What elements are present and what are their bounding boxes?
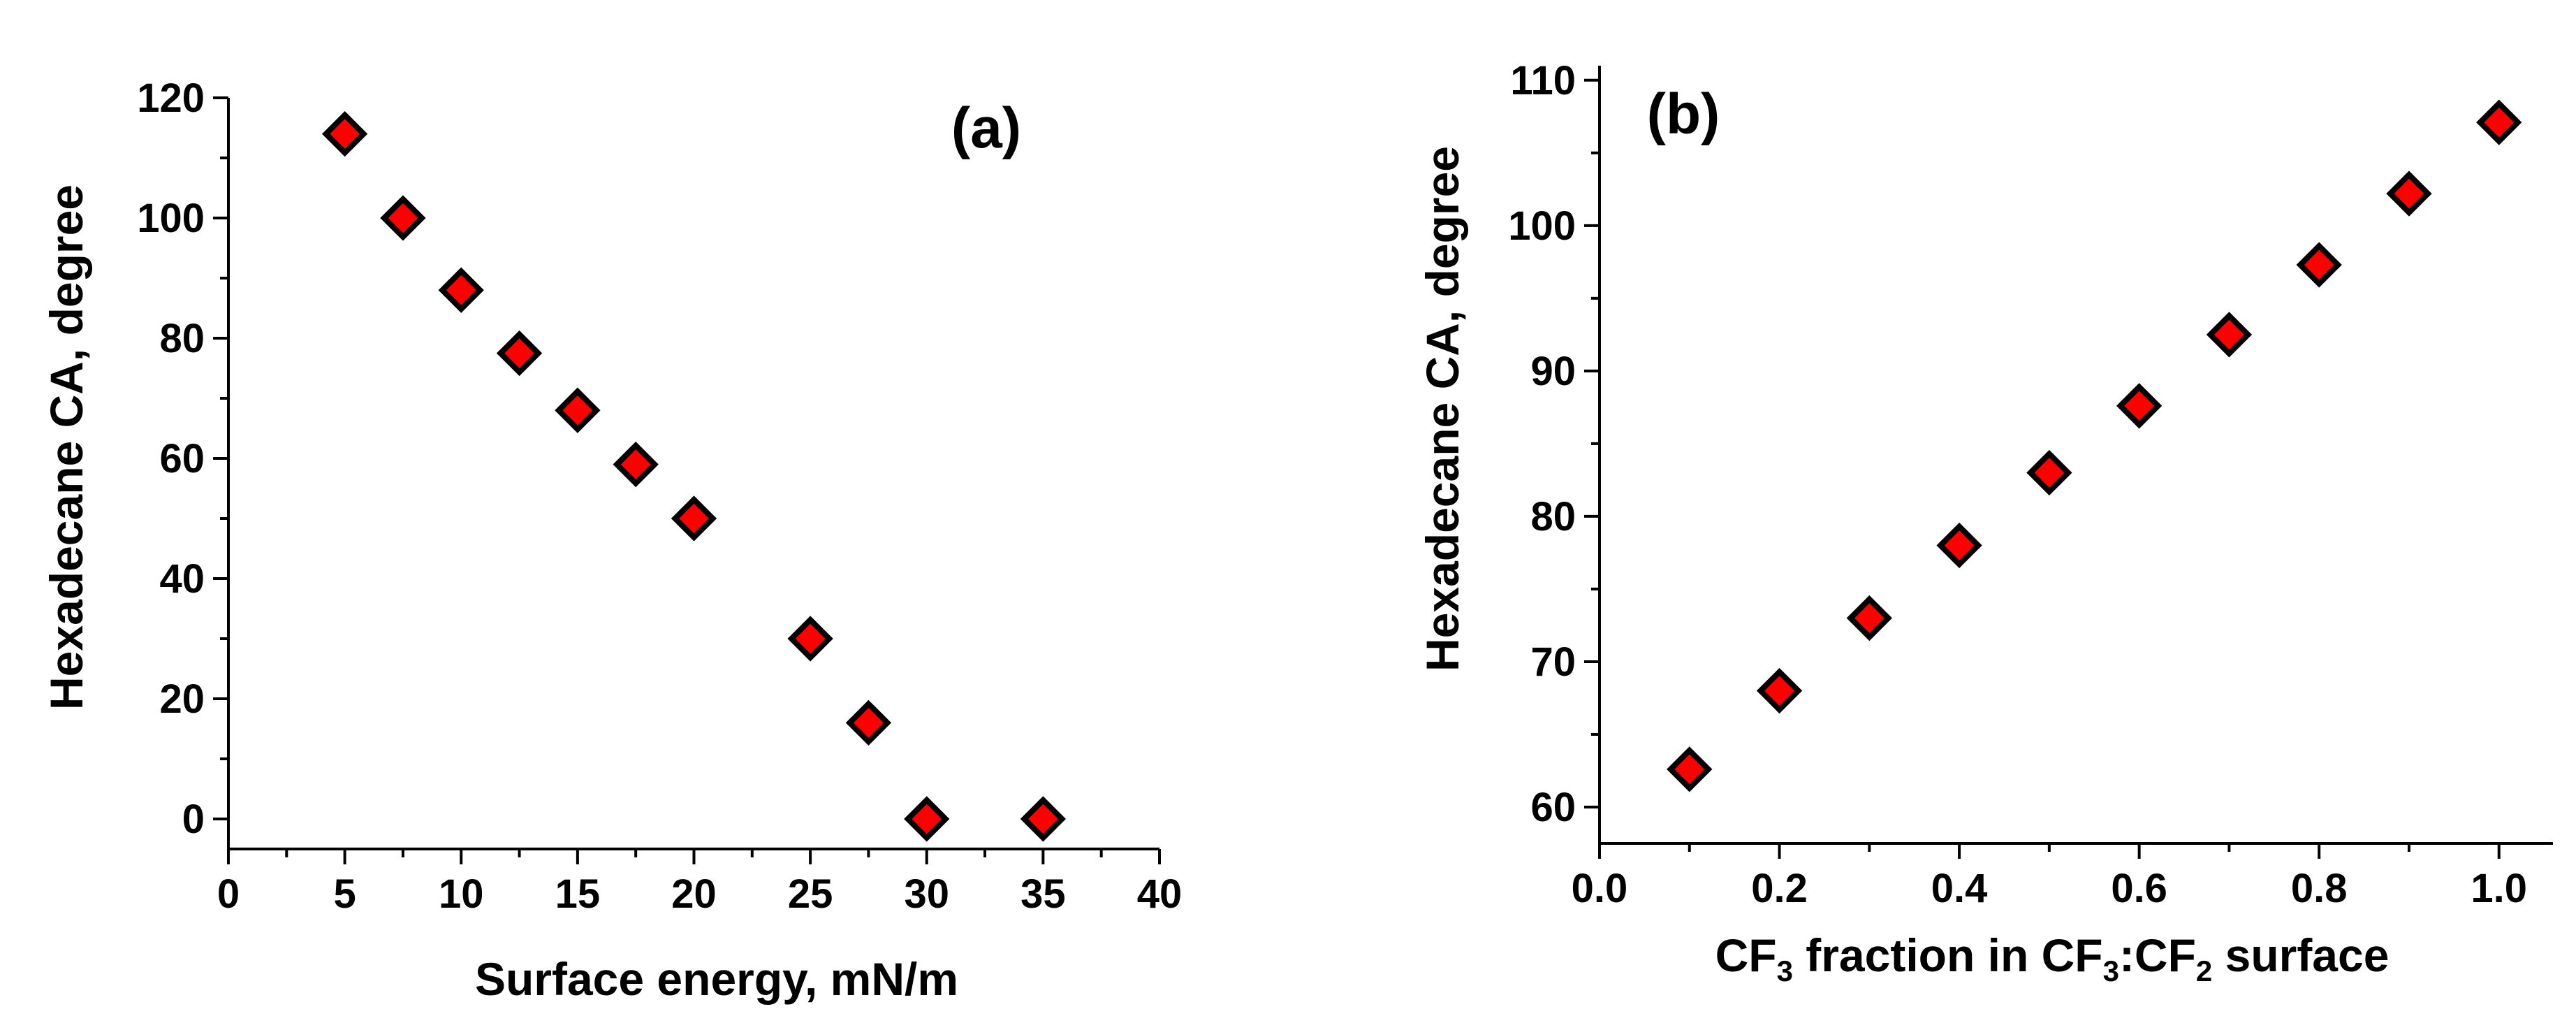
panel-b-x-tick-label: 0.8 <box>2291 866 2348 911</box>
panel-b-x-axis-title: CF3 fraction in CF3:CF2 surface <box>1715 929 2390 987</box>
panel-a: 0 5 10 15 20 25 30 35 40 0 20 40 60 80 100 120 (a) Surf… <box>41 75 1182 1005</box>
panel-b-y-tick-label: 110 <box>1510 58 1576 103</box>
panel-b-data-point <box>1936 522 1982 569</box>
panel-a-points <box>321 110 1067 842</box>
panel-a-data-point <box>380 195 426 241</box>
panel-a-axes <box>227 98 1159 850</box>
panel-a-x-axis-title: Surface energy, mN/m <box>475 953 958 1005</box>
panel-b-data-point <box>1667 746 1713 792</box>
panel-b-data-point <box>2026 449 2072 496</box>
panel-b-y-tick-label: 90 <box>1530 349 1576 394</box>
panel-a-data-point <box>671 495 717 542</box>
panel-b-data-point <box>2116 383 2162 429</box>
panel-a-x-tick-label: 25 <box>788 871 833 917</box>
panel-b-x-tick-label: 0.2 <box>1751 866 1808 911</box>
panel-b-data-point <box>1846 595 1892 641</box>
panel-b-ticks <box>1584 78 2501 859</box>
panel-a-x-tick-label: 10 <box>439 871 484 917</box>
panel-a-y-tick-label: 60 <box>159 436 205 481</box>
panel-b-tick-labels: 0.0 0.2 0.4 0.6 0.8 1.0 60 70 80 90 100 110 <box>1508 58 2527 911</box>
panel-b-data-point <box>2386 170 2432 217</box>
panel-b-x-tick-label: 0.6 <box>2111 866 2167 911</box>
panel-a-data-point <box>1020 796 1067 842</box>
panel-a-data-point <box>845 699 892 746</box>
panel-a-x-tick-label: 40 <box>1137 871 1183 917</box>
panel-b-y-axis-title: Hexadecane CA, degree <box>1417 146 1468 672</box>
panel-b-x-tick-label: 0.0 <box>1572 866 1628 911</box>
panel-a-data-point <box>613 441 659 488</box>
panel-a-data-point <box>496 330 543 377</box>
panel-a-data-point <box>321 110 368 157</box>
panel-b-axes <box>1598 66 2553 845</box>
panel-a-data-point <box>904 796 950 842</box>
panel-b-y-tick-label: 100 <box>1508 203 1576 249</box>
panel-a-tick-labels: 0 5 10 15 20 25 30 35 40 0 20 40 60 80 100 120 <box>137 75 1182 917</box>
panel-a-y-tick-label: 20 <box>159 676 205 722</box>
panel-b-data-point <box>2206 312 2253 358</box>
panel-b-label: (b) <box>1647 82 1720 146</box>
panel-b-y-tick-label: 80 <box>1530 494 1576 539</box>
panel-b-x-tick-label: 0.4 <box>1931 866 1988 911</box>
panel-a-x-tick-label: 30 <box>904 871 949 917</box>
panel-a-x-tick-label: 5 <box>333 871 356 917</box>
panel-a-x-tick-label: 20 <box>671 871 717 917</box>
panel-b-y-tick-label: 70 <box>1530 639 1576 685</box>
panel-a-y-tick-label: 40 <box>159 556 205 602</box>
panel-a-data-point <box>438 267 484 313</box>
panel-a-ticks <box>213 96 1161 864</box>
panel-a-y-axis-title: Hexadecane CA, degree <box>41 184 92 710</box>
panel-a-data-point <box>555 387 601 433</box>
panel-b-points <box>1667 99 2522 792</box>
panel-a-x-tick-label: 15 <box>555 871 601 917</box>
panel-a-x-tick-label: 35 <box>1020 871 1066 917</box>
panel-a-y-tick-label: 80 <box>159 316 205 361</box>
panel-a-y-tick-label: 100 <box>137 196 205 241</box>
panel-b-data-point <box>2476 99 2522 145</box>
panel-a-y-tick-label: 120 <box>137 75 205 121</box>
panel-b-data-point <box>1756 667 1803 714</box>
panel-a-x-tick-label: 0 <box>217 871 240 917</box>
panel-a-data-point <box>787 616 833 662</box>
panel-b-y-tick-label: 60 <box>1530 785 1576 830</box>
panel-b-data-point <box>2296 242 2342 288</box>
panel-b: 0.0 0.2 0.4 0.6 0.8 1.0 60 70 80 90 100 110 (b) CF3… <box>1417 58 2553 987</box>
panel-b-x-tick-label: 1.0 <box>2471 866 2527 911</box>
panel-a-label: (a) <box>951 96 1021 160</box>
panel-a-y-tick-label: 0 <box>182 797 205 842</box>
